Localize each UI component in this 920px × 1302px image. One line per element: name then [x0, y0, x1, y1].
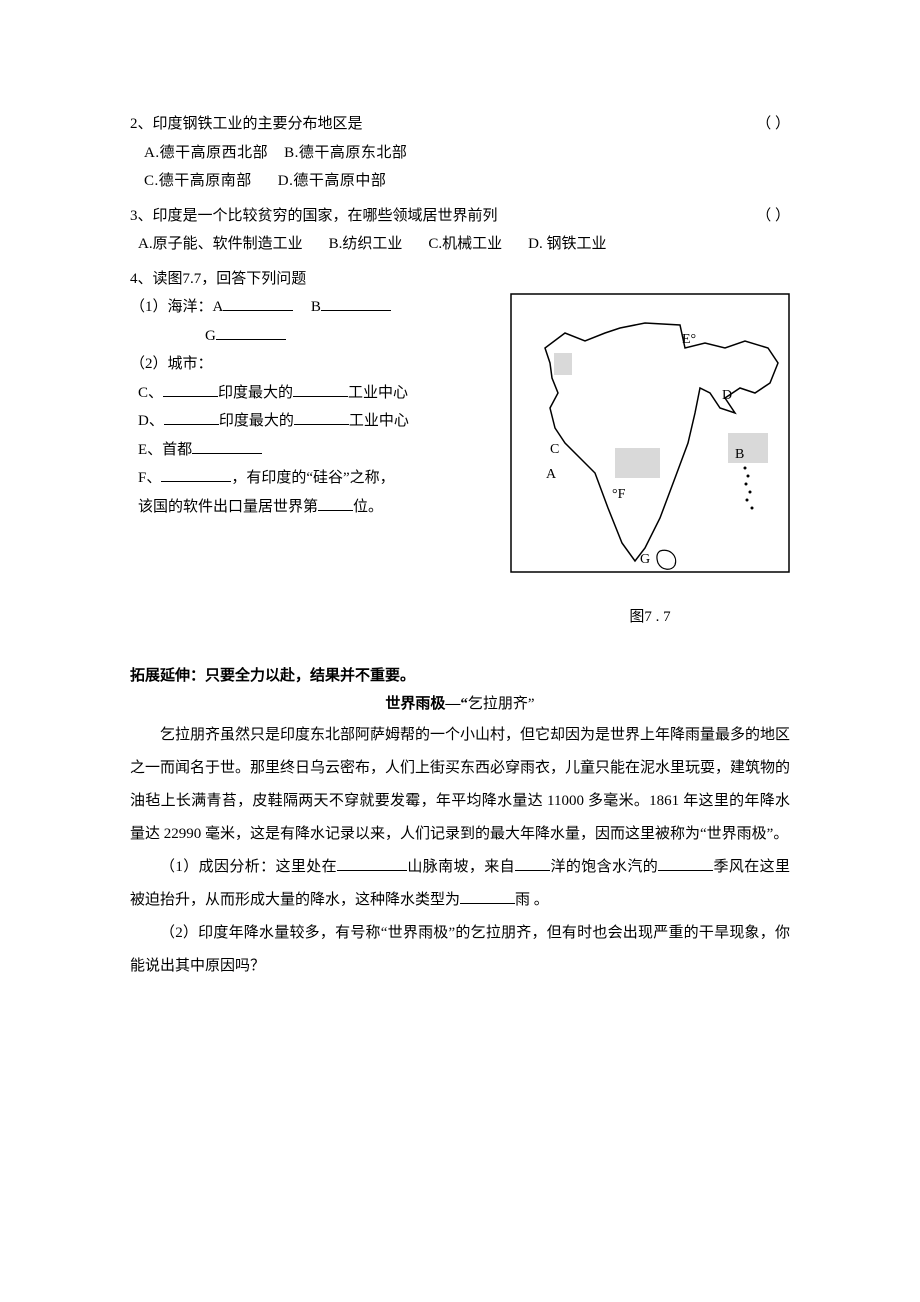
question-3: 3、印度是一个比较贫穷的国家，在哪些领域居世界前列 （ ） A.原子能、软件制造… — [130, 202, 790, 259]
blank-C2[interactable] — [293, 381, 348, 397]
blank-mount[interactable] — [337, 855, 407, 871]
question-3-stem: 3、印度是一个比较贫穷的国家，在哪些领域居世界前列 — [130, 202, 498, 231]
question-2-stem: 2、印度钢铁工业的主要分布地区是 — [130, 110, 363, 139]
q4-p1-B: B — [311, 299, 321, 315]
question-4-header: 4、读图7.7，回答下列问题 — [130, 265, 790, 294]
q4-D: D、 印度最大的 工业中心 — [130, 407, 490, 436]
blank-raintype[interactable] — [460, 888, 515, 904]
blank-D2[interactable] — [294, 409, 349, 425]
extension-title: 世界雨极—“乞拉朋齐” — [130, 690, 790, 719]
ext-q1-c: 洋的饱含水汽的 — [550, 859, 658, 875]
question-2-paren[interactable]: （ ） — [756, 110, 790, 139]
q4-p1-G: G — [205, 328, 216, 344]
svg-text:C: C — [550, 442, 559, 457]
blank-C1[interactable] — [163, 381, 218, 397]
q4-C-prefix: C、 — [138, 385, 163, 401]
extension-title-suffix: ” — [528, 696, 535, 712]
question-3-paren[interactable]: （ ） — [756, 202, 790, 231]
question-2-text: 印度钢铁工业的主要分布地区是 — [153, 116, 363, 132]
q4-E-prefix: E、首都 — [138, 442, 192, 458]
q4-C: C、 印度最大的 工业中心 — [130, 379, 490, 408]
question-2-option-c[interactable]: C.德干高原南部 — [144, 173, 252, 189]
question-3-header: 3、印度是一个比较贫穷的国家，在哪些领域居世界前列 （ ） — [130, 202, 790, 231]
question-3-text: 印度是一个比较贫穷的国家，在哪些领域居世界前列 — [153, 208, 498, 224]
page: 2、印度钢铁工业的主要分布地区是 （ ） A.德干高原西北部B.德干高原东北部 … — [0, 0, 920, 1043]
extension-para1: 乞拉朋齐虽然只是印度东北部阿萨姆帮的一个小山村，但它却因为是世界上年降雨量最多的… — [130, 719, 790, 851]
ext-q1-a: （1）成因分析：这里处在 — [160, 859, 337, 875]
question-4-left: （1）海洋：A B G （2）城市： C、印度最大的工业中心 D、印度最大的工业… — [130, 293, 490, 521]
question-4-right: E° D C A B °F G 图7 . 7 — [510, 293, 790, 632]
blank-monsoon[interactable] — [658, 855, 713, 871]
blank-A[interactable] — [223, 295, 293, 311]
q4-F-line1: F、 ，有印度的“硅谷”之称， — [130, 464, 490, 493]
question-4: 4、读图7.7，回答下列问题 （1）海洋：A B G （2）城市： C、印度最大… — [130, 265, 790, 632]
svg-text:E°: E° — [682, 332, 696, 347]
blank-B[interactable] — [321, 295, 391, 311]
q4-D-prefix: D、 — [138, 413, 164, 429]
question-2-option-a[interactable]: A.德干高原西北部 — [144, 145, 268, 161]
svg-text:D: D — [722, 388, 732, 403]
question-2-options-row2: C.德干高原南部 D.德干高原中部 — [130, 167, 790, 196]
extension-q1: （1）成因分析：这里处在山脉南坡，来自洋的饱含水汽的季风在这里被迫抬升，从而形成… — [130, 851, 790, 917]
question-3-option-b[interactable]: B.纺织工业 — [329, 236, 403, 252]
svg-text:A: A — [546, 467, 557, 482]
blank-ocean[interactable] — [515, 855, 550, 871]
extension-title-name: 乞拉朋齐 — [468, 696, 528, 712]
extension-title-prefix: 世界雨极—“ — [385, 696, 468, 712]
question-2-option-b[interactable]: B.德干高原东北部 — [284, 145, 407, 161]
question-2-option-d[interactable]: D.德干高原中部 — [278, 173, 387, 189]
q4-p1-line2: G — [130, 322, 490, 351]
blank-F1[interactable] — [161, 466, 231, 482]
blank-F2[interactable] — [318, 495, 353, 511]
q4-E: E、首都 — [130, 436, 490, 465]
q4-p1-line1: （1）海洋：A B — [130, 293, 490, 322]
question-3-number: 3、 — [130, 208, 153, 224]
q4-p1-label: （1）海洋：A — [130, 299, 223, 315]
q4-F-line2b: 位。 — [353, 499, 383, 515]
q4-D-suffix: 工业中心 — [349, 413, 409, 429]
q4-C-suffix: 工业中心 — [348, 385, 408, 401]
question-3-option-d[interactable]: D. 钢铁工业 — [528, 236, 606, 252]
q4-p2-label: （2）城市： — [130, 350, 490, 379]
question-3-option-c[interactable]: C.机械工业 — [428, 236, 502, 252]
question-2-number: 2、 — [130, 116, 153, 132]
q4-F-line2a: 该国的软件出口量居世界第 — [138, 499, 318, 515]
svg-text:B: B — [735, 447, 744, 462]
svg-text:°F: °F — [612, 487, 626, 502]
q4-C-mid: 印度最大的 — [218, 385, 293, 401]
q4-F-prefix: F、 — [138, 470, 161, 486]
question-2-options-row1: A.德干高原西北部 B.德干高原东北部 — [130, 139, 790, 168]
svg-text:G: G — [640, 552, 650, 567]
figure-caption: 图7 . 7 — [629, 603, 670, 632]
question-4-number: 4、 — [130, 271, 153, 287]
question-2-header: 2、印度钢铁工业的主要分布地区是 （ ） — [130, 110, 790, 139]
q4-F-mid: ，有印度的“硅谷”之称， — [231, 470, 394, 486]
ext-q1-b: 山脉南坡，来自 — [407, 859, 515, 875]
extension-q2: （2）印度年降水量较多，有号称“世界雨极”的乞拉朋齐，但有时也会出现严重的干旱现… — [130, 917, 790, 983]
blank-E[interactable] — [192, 438, 262, 454]
q4-D-mid: 印度最大的 — [219, 413, 294, 429]
extension-heading: 拓展延伸：只要全力以赴，结果并不重要。 — [130, 662, 790, 691]
ext-q1-e: 雨 。 — [515, 892, 549, 908]
question-4-body: （1）海洋：A B G （2）城市： C、印度最大的工业中心 D、印度最大的工业… — [130, 293, 790, 632]
question-3-option-a[interactable]: A.原子能、软件制造工业 — [138, 236, 303, 252]
question-3-options: A.原子能、软件制造工业 B.纺织工业 C.机械工业 D. 钢铁工业 — [130, 230, 790, 259]
q4-F-line2: 该国的软件出口量居世界第 位。 — [130, 493, 490, 522]
blank-G[interactable] — [216, 324, 286, 340]
question-4-text: 读图7.7，回答下列问题 — [153, 271, 307, 287]
question-2: 2、印度钢铁工业的主要分布地区是 （ ） A.德干高原西北部B.德干高原东北部 … — [130, 110, 790, 196]
india-map: E° D C A B °F G — [510, 293, 790, 573]
blank-D1[interactable] — [164, 409, 219, 425]
